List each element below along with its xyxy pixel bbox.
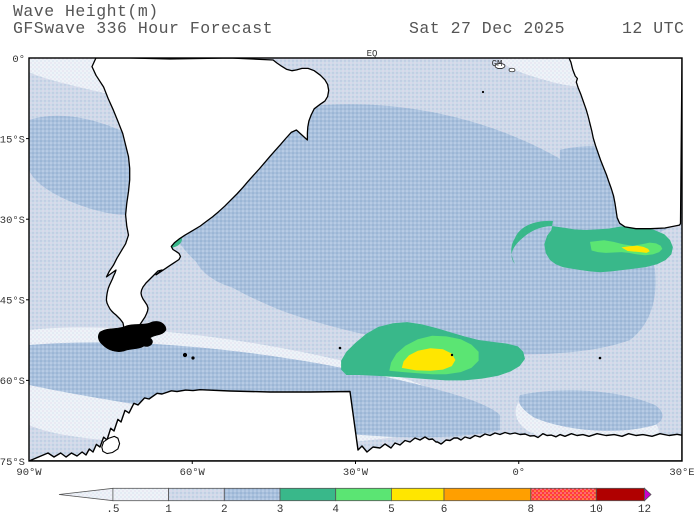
svg-text:5: 5 xyxy=(388,504,395,516)
svg-text:3: 3 xyxy=(277,504,284,516)
svg-text:30°S: 30°S xyxy=(0,215,25,227)
svg-text:30°E: 30°E xyxy=(669,467,694,479)
svg-text:0°: 0° xyxy=(12,54,25,66)
svg-text:15°S: 15°S xyxy=(0,135,25,147)
svg-text:45°S: 45°S xyxy=(0,296,25,308)
svg-text:0°: 0° xyxy=(512,467,525,479)
svg-text:30°W: 30°W xyxy=(343,467,369,479)
svg-text:1: 1 xyxy=(165,504,172,516)
svg-text:2: 2 xyxy=(221,504,228,516)
svg-text:8: 8 xyxy=(527,504,534,516)
svg-text:6: 6 xyxy=(441,504,448,516)
svg-text:60°W: 60°W xyxy=(180,467,206,479)
svg-text:GM: GM xyxy=(492,59,503,69)
svg-text:.5: .5 xyxy=(106,504,119,516)
svg-text:EQ: EQ xyxy=(367,49,378,59)
svg-text:12: 12 xyxy=(638,504,651,516)
svg-text:60°S: 60°S xyxy=(0,376,25,388)
svg-text:10: 10 xyxy=(590,504,603,516)
svg-text:90°W: 90°W xyxy=(16,467,42,479)
svg-text:4: 4 xyxy=(332,504,339,516)
